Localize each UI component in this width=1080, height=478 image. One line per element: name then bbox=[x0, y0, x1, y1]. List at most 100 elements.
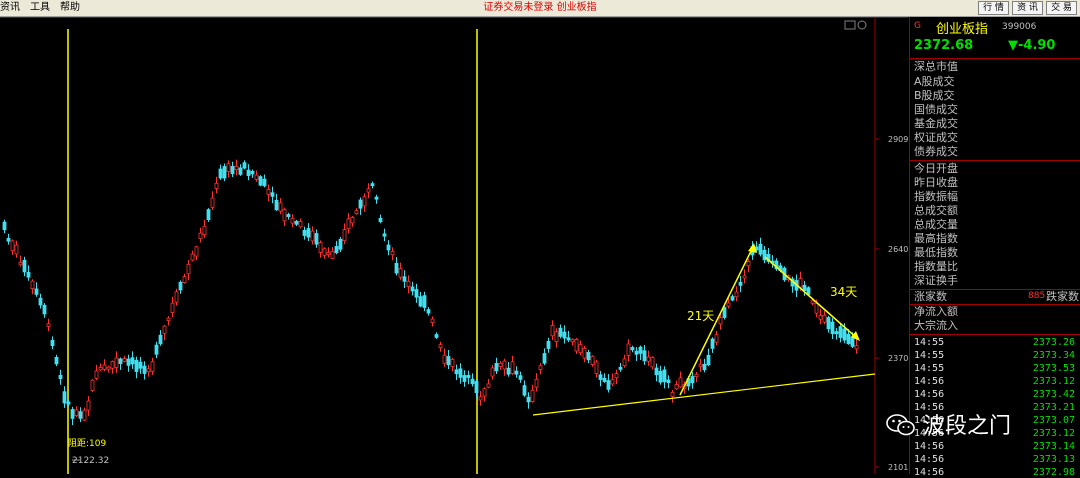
menu-item-tools[interactable]: 工具 bbox=[30, 2, 50, 13]
candle-body bbox=[366, 188, 371, 193]
candle-body bbox=[854, 345, 859, 350]
low-label: 阻距:109 bbox=[68, 438, 106, 449]
candle-body bbox=[422, 295, 427, 308]
candle-body bbox=[30, 280, 35, 290]
stat-label: 基金成交 bbox=[914, 117, 958, 130]
menu-item-help[interactable]: 帮助 bbox=[60, 2, 80, 13]
kline-chart[interactable]: 2909 2640 2370 2101 21天 34天 阻距:109 2122.… bbox=[0, 17, 908, 474]
candle-body bbox=[538, 365, 543, 370]
candle-body bbox=[46, 323, 51, 327]
menu-item-news[interactable]: 资讯 bbox=[0, 2, 20, 13]
candle-body bbox=[270, 192, 275, 197]
candle-body bbox=[718, 317, 723, 325]
fall-arrow-head bbox=[851, 331, 860, 341]
index-title: 创业板指 bbox=[936, 22, 989, 37]
candle-body bbox=[310, 230, 315, 242]
candle-body bbox=[142, 365, 147, 374]
candle-body bbox=[838, 326, 843, 338]
candle-body bbox=[742, 275, 747, 279]
candle-body bbox=[22, 259, 27, 273]
candle-body bbox=[826, 317, 831, 330]
stat-label: 最低指数 bbox=[914, 246, 958, 259]
candle-body bbox=[558, 327, 563, 337]
candle-body bbox=[86, 400, 91, 411]
candle-body bbox=[526, 396, 531, 403]
candle-body bbox=[306, 228, 311, 238]
stat-label: 昨日收盘 bbox=[914, 176, 958, 189]
candle-body bbox=[822, 314, 827, 323]
candle-body bbox=[314, 233, 319, 245]
candle-body bbox=[102, 364, 107, 370]
candle-body bbox=[654, 367, 659, 376]
candle-body bbox=[466, 374, 471, 378]
candle-body bbox=[582, 347, 587, 359]
candle-body bbox=[614, 373, 619, 379]
tick-value: 2373.42 bbox=[1032, 389, 1075, 400]
candle-body bbox=[206, 209, 211, 221]
candle-body bbox=[282, 208, 287, 222]
candle-body bbox=[226, 163, 231, 172]
candle-body bbox=[290, 218, 295, 224]
tick-time: 14:56 bbox=[914, 376, 945, 387]
candle-body bbox=[714, 334, 719, 343]
candle-body bbox=[370, 183, 375, 187]
candle-body bbox=[78, 411, 83, 419]
candle-body bbox=[106, 366, 111, 370]
candle-body bbox=[118, 358, 123, 364]
candle-body bbox=[490, 367, 495, 377]
stat-label: 深总市值 bbox=[914, 60, 958, 73]
candle-body bbox=[146, 368, 151, 373]
price-tick-label: 2370 bbox=[888, 354, 908, 363]
candle-body bbox=[818, 314, 823, 320]
candle-body bbox=[182, 276, 187, 284]
candle-body bbox=[198, 232, 203, 240]
rise-arrow-head bbox=[748, 243, 757, 253]
panel-divider bbox=[910, 334, 1080, 335]
advance-label: 涨家数 bbox=[914, 290, 947, 303]
tick-value: 2373.07 bbox=[1032, 415, 1075, 426]
candle-body bbox=[570, 339, 575, 343]
candle-body bbox=[246, 169, 251, 177]
candle-body bbox=[326, 252, 331, 256]
price-tick-label: 2909 bbox=[888, 135, 908, 144]
candle-body bbox=[650, 356, 655, 368]
news-button[interactable]: 资 讯 bbox=[1012, 1, 1043, 15]
market-button[interactable]: 行 情 bbox=[978, 1, 1009, 15]
candle-body bbox=[834, 331, 839, 335]
candle-body bbox=[218, 168, 223, 179]
price-tick-label: 2640 bbox=[888, 245, 908, 254]
stat-label: 总成交额 bbox=[914, 204, 958, 217]
fall-duration-label: 34天 bbox=[830, 285, 857, 299]
candle-body bbox=[586, 351, 591, 361]
candle-body bbox=[542, 353, 547, 364]
rise-duration-label: 21天 bbox=[687, 309, 714, 323]
stat-label: A股成交 bbox=[914, 75, 955, 88]
candle-body bbox=[450, 359, 455, 367]
candle-body bbox=[110, 361, 115, 369]
candle-body bbox=[394, 262, 399, 274]
stat-label: B股成交 bbox=[914, 89, 955, 102]
candle-body bbox=[158, 334, 163, 345]
candle-body bbox=[434, 334, 439, 338]
candle-body bbox=[194, 246, 199, 257]
candle-body bbox=[382, 233, 387, 237]
trade-button[interactable]: 交 易 bbox=[1046, 1, 1077, 15]
candle-body bbox=[630, 347, 635, 351]
tick-time: 14:56 bbox=[914, 428, 945, 439]
candle-body bbox=[174, 291, 179, 303]
candle-body bbox=[658, 370, 663, 383]
candle-body bbox=[470, 378, 475, 385]
candle-body bbox=[162, 325, 167, 334]
panel-divider bbox=[910, 160, 1080, 161]
candle-body bbox=[638, 346, 643, 354]
candle-body bbox=[562, 331, 567, 339]
fall-arrow-line bbox=[764, 256, 859, 340]
stat-label: 最高指数 bbox=[914, 232, 958, 245]
candle-body bbox=[698, 363, 703, 367]
candle-body bbox=[798, 278, 803, 288]
tick-time: 14:55 bbox=[914, 337, 945, 348]
candle-body bbox=[346, 218, 351, 230]
candle-body bbox=[234, 165, 239, 171]
candle-body bbox=[678, 377, 683, 388]
candle-body bbox=[274, 199, 279, 211]
